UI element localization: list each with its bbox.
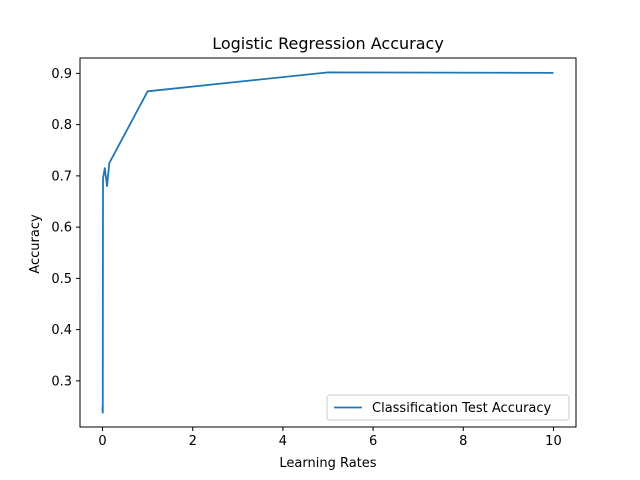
plot-area: 0 2 4 6 8 10 0.3 0.4 0.5 0.6 0.7 0.8 0.9 [51,57,577,449]
series-line-0 [101,71,554,414]
y-tick-label: 0.3 [51,374,72,389]
y-tick-label: 0.6 [51,221,72,236]
legend: Classification Test Accuracy [326,394,570,421]
chart-title: Logistic Regression Accuracy [212,34,444,53]
y-tick-label: 0.5 [51,272,72,287]
y-axis-label: Accuracy [28,214,43,274]
y-tick-label: 0.8 [51,118,72,133]
x-tick-label: 2 [189,434,197,449]
x-tick-label: 6 [369,434,377,449]
plot-frame [79,57,577,428]
x-tick-label: 4 [279,434,287,449]
legend-box [326,394,570,421]
y-tick-label: 0.7 [51,169,72,184]
x-tick-label: 10 [545,434,562,449]
legend-label-classification-test-accuracy: Classification Test Accuracy [372,401,552,416]
x-tick-label: 0 [98,434,106,449]
y-tick-label: 0.4 [51,323,72,338]
x-axis-label: Learning Rates [279,456,376,471]
x-tick-label: 8 [459,434,467,449]
y-tick-label: 0.9 [51,67,72,82]
